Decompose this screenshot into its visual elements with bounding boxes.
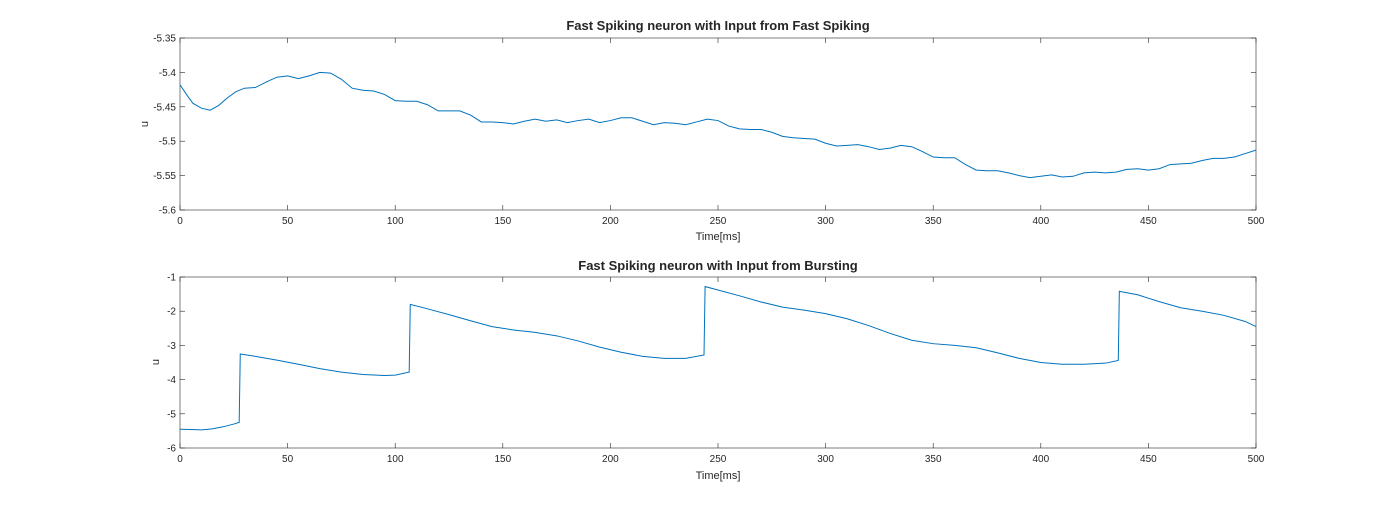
y-tick-label: -4 [167,375,176,386]
x-tick-label: 450 [1140,216,1157,227]
y-tick-label: -5.4 [159,68,177,79]
y-tick-labels: -1 -2 -3 -4 -5 -6 [167,273,176,455]
x-tick-label: 350 [925,216,942,227]
axis-ticks [179,276,1257,449]
x-tick-label: 150 [494,454,511,465]
x-tick-label: 400 [1032,454,1049,465]
x-tick-label: 200 [602,216,619,227]
plot-area [179,276,1257,449]
x-tick-label: 50 [282,216,294,227]
y-tick-label: -5.55 [153,171,176,182]
y-axis-label: u [139,121,151,127]
x-tick-label: 500 [1248,454,1265,465]
x-tick-label: 100 [387,454,404,465]
x-axis-label: Time[ms] [696,231,741,243]
x-tick-label: 300 [817,454,834,465]
plot-area [179,37,1257,211]
x-tick-label: 350 [925,454,942,465]
y-tick-label: -5.5 [159,137,177,148]
y-tick-label: -5.35 [153,34,176,45]
subplot-title: Fast Spiking neuron with Input from Fast… [566,18,869,33]
subplot-title: Fast Spiking neuron with Input from Burs… [578,258,858,273]
data-line [179,71,1257,179]
axis-ticks [179,37,1257,211]
y-tick-label: -3 [167,341,176,352]
x-tick-label: 50 [282,454,294,465]
y-tick-label: -1 [167,273,176,284]
x-tick-label: 400 [1032,216,1049,227]
x-tick-label: 100 [387,216,404,227]
y-tick-label: -5 [167,409,176,420]
x-tick-label: 0 [177,216,183,227]
x-tick-label: 450 [1140,454,1157,465]
x-tick-label: 250 [710,454,727,465]
x-tick-label: 500 [1248,216,1265,227]
x-tick-labels: 0 50 100 150 200 250 300 350 400 450 500 [177,216,1265,227]
y-tick-label: -5.45 [153,102,176,113]
data-line [179,285,1257,431]
y-tick-label: -2 [167,307,176,318]
y-axis-label: u [150,359,162,365]
subplot-fast-spiking-input: Fast Spiking neuron with Input from Fast… [139,18,1265,243]
y-tick-label: -6 [167,444,176,455]
y-tick-label: -5.6 [159,206,177,217]
subplot-bursting-input: Fast Spiking neuron with Input from Burs… [150,258,1265,482]
y-tick-labels: -5.35 -5.4 -5.45 -5.5 -5.55 -5.6 [153,34,176,217]
x-tick-label: 300 [817,216,834,227]
x-tick-labels: 0 50 100 150 200 250 300 350 400 450 500 [177,454,1265,465]
x-tick-label: 250 [710,216,727,227]
x-tick-label: 0 [177,454,183,465]
x-tick-label: 200 [602,454,619,465]
x-axis-label: Time[ms] [696,470,741,482]
x-tick-label: 150 [494,216,511,227]
